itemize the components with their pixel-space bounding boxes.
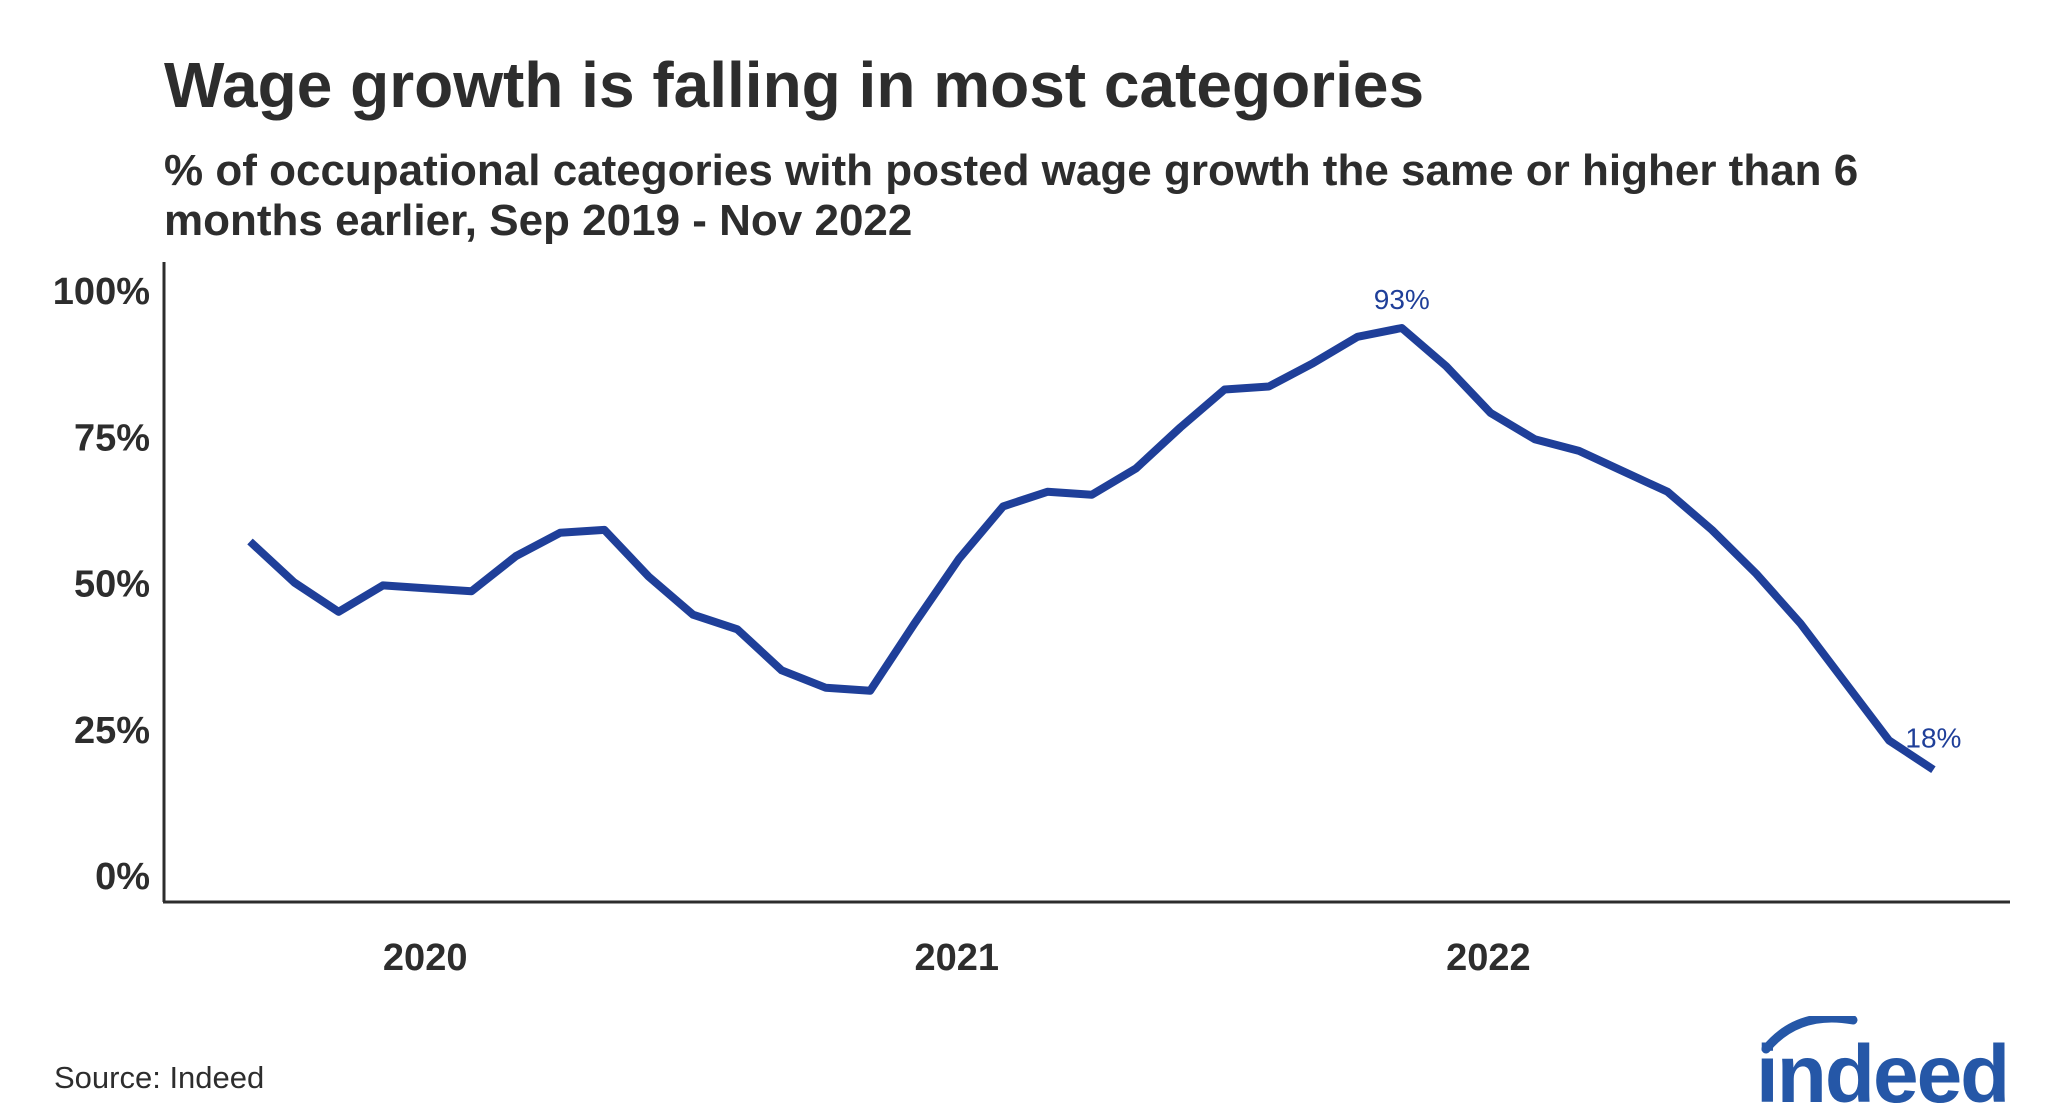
series-group	[247, 324, 1936, 774]
logo-arc	[1761, 1016, 1858, 1054]
data-label: 93%	[1374, 284, 1430, 315]
x-tick-label: 2022	[1446, 937, 1531, 979]
x-tick-label: 2020	[383, 937, 468, 979]
y-tick-label: 50%	[74, 564, 150, 606]
data-label: 18%	[1905, 723, 1961, 754]
y-tick-label: 100%	[53, 271, 150, 313]
y-tick-label: 75%	[74, 417, 150, 459]
logo-wordmark: indeed	[1756, 1029, 2008, 1116]
indeed-logo: indeed	[1756, 1016, 2010, 1116]
chart-subtitle: % of occupational categories with posted…	[164, 146, 1859, 245]
line-chart: 0% 25% 50% 75% 100% 2020 2021 2022 93% 18%	[53, 262, 2010, 979]
series-line	[247, 324, 1936, 774]
source-note: Source: Indeed	[54, 1060, 265, 1095]
chart-title: Wage growth is falling in most categorie…	[164, 49, 1425, 121]
annotations-group: 93% 18%	[1374, 284, 1962, 754]
y-tick-label: 0%	[95, 856, 150, 898]
x-tick-label: 2021	[915, 937, 1000, 979]
y-axis-ticks: 0% 25% 50% 75% 100%	[53, 271, 150, 898]
x-axis-ticks: 2020 2021 2022	[383, 937, 1531, 979]
y-tick-label: 25%	[74, 710, 150, 752]
